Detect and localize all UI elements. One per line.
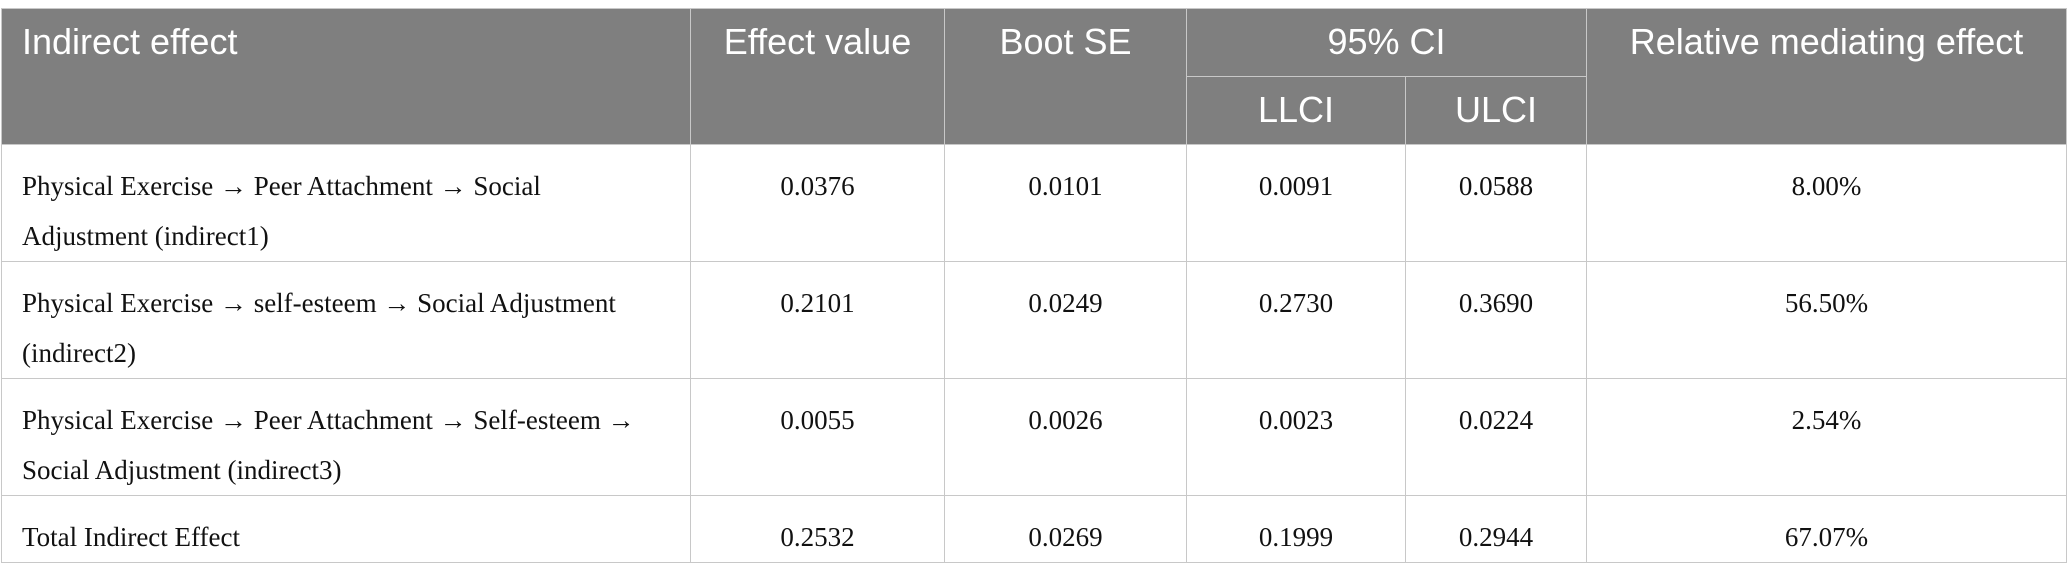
header-boot-se: Boot SE bbox=[944, 8, 1187, 145]
ulci-cell: 0.3690 bbox=[1405, 261, 1587, 379]
table-row-total: Total Indirect Effect 0.2532 0.0269 0.19… bbox=[1, 495, 2067, 563]
table-row: Physical Exercise → Peer Attachment → Se… bbox=[1, 378, 2067, 496]
relative-effect-cell: 56.50% bbox=[1586, 261, 2067, 379]
header-row-1: Indirect effect Effect value Boot SE 95%… bbox=[1, 8, 2067, 145]
relative-effect-cell: 8.00% bbox=[1586, 144, 2067, 262]
table-header: Indirect effect Effect value Boot SE 95%… bbox=[1, 8, 2067, 145]
boot-se-cell: 0.0269 bbox=[944, 495, 1187, 563]
ulci-cell: 0.2944 bbox=[1405, 495, 1587, 563]
llci-cell: 0.0023 bbox=[1186, 378, 1406, 496]
header-relative-mediating-effect: Relative mediating effect bbox=[1586, 8, 2067, 145]
row-label: Physical Exercise → Peer Attachment → So… bbox=[1, 144, 691, 262]
row-label: Physical Exercise → self-esteem → Social… bbox=[1, 261, 691, 379]
header-indirect-effect: Indirect effect bbox=[1, 8, 691, 145]
effect-value-cell: 0.2101 bbox=[690, 261, 945, 379]
row-label: Total Indirect Effect bbox=[1, 495, 691, 563]
header-effect-value: Effect value bbox=[690, 8, 945, 145]
table-row: Physical Exercise → self-esteem → Social… bbox=[1, 261, 2067, 379]
header-95-ci: 95% CI bbox=[1186, 8, 1587, 77]
row-label: Physical Exercise → Peer Attachment → Se… bbox=[1, 378, 691, 496]
effect-value-cell: 0.0376 bbox=[690, 144, 945, 262]
ulci-cell: 0.0224 bbox=[1405, 378, 1587, 496]
mediation-effects-table: Indirect effect Effect value Boot SE 95%… bbox=[1, 8, 2067, 563]
boot-se-cell: 0.0249 bbox=[944, 261, 1187, 379]
llci-cell: 0.2730 bbox=[1186, 261, 1406, 379]
relative-effect-cell: 2.54% bbox=[1586, 378, 2067, 496]
header-row-2: LLCI ULCI bbox=[2, 76, 2067, 145]
ulci-cell: 0.0588 bbox=[1405, 144, 1587, 262]
llci-cell: 0.1999 bbox=[1186, 495, 1406, 563]
table-body: Physical Exercise → Peer Attachment → So… bbox=[1, 144, 2067, 563]
effect-value-cell: 0.0055 bbox=[690, 378, 945, 496]
effect-value-cell: 0.2532 bbox=[690, 495, 945, 563]
boot-se-cell: 0.0101 bbox=[944, 144, 1187, 262]
header-ulci: ULCI bbox=[1405, 76, 1587, 145]
llci-cell: 0.0091 bbox=[1186, 144, 1406, 262]
relative-effect-cell: 67.07% bbox=[1586, 495, 2067, 563]
table-row: Physical Exercise → Peer Attachment → So… bbox=[1, 144, 2067, 262]
boot-se-cell: 0.0026 bbox=[944, 378, 1187, 496]
header-llci: LLCI bbox=[1186, 76, 1406, 145]
